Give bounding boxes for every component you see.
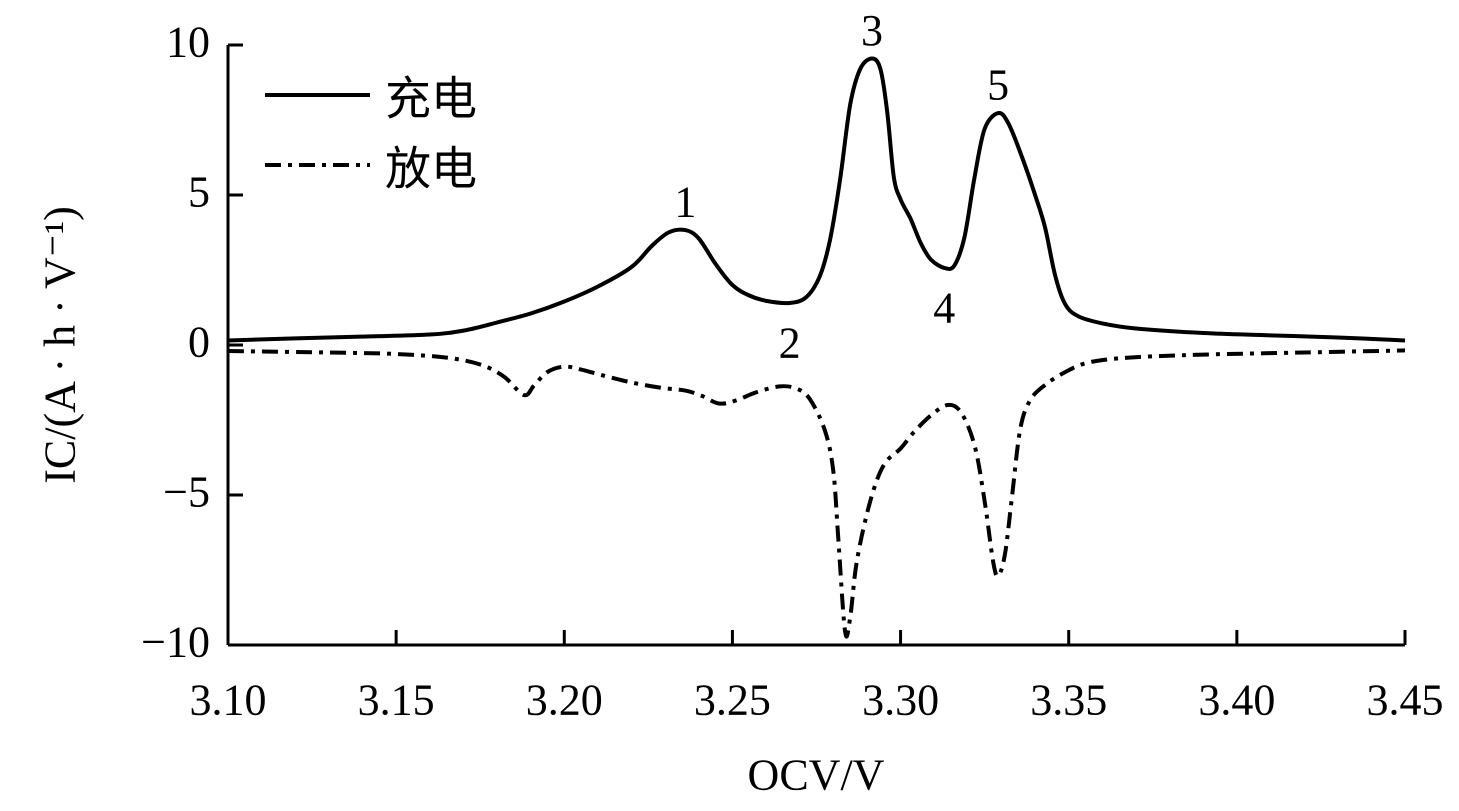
legend-label: 放电 <box>385 144 477 195</box>
legend-item-discharge: 放电 <box>265 144 477 195</box>
x-tick-label: 3.45 <box>1367 676 1444 725</box>
y-tick-label: −5 <box>163 468 210 517</box>
x-tick-label: 3.25 <box>694 676 771 725</box>
peak-labels: 1 2 3 4 5 <box>674 6 1009 368</box>
y-tick-label: 10 <box>166 18 210 67</box>
x-tick-label: 3.15 <box>358 676 435 725</box>
ticks: 3.10 3.15 3.20 3.25 3.30 3.35 3.40 3.45 10 5 0 −5 −1… <box>141 18 1443 725</box>
x-tick-label: 3.10 <box>190 676 267 725</box>
y-tick-label: −10 <box>141 618 210 667</box>
y-tick-label: 0 <box>188 318 210 367</box>
series-lines <box>227 56 1406 639</box>
x-tick-label: 3.20 <box>526 676 603 725</box>
peak-label: 5 <box>987 61 1009 110</box>
axes <box>226 45 1405 647</box>
peak-label: 3 <box>861 6 883 55</box>
peak-label: 4 <box>933 283 955 332</box>
x-tick-label: 3.40 <box>1198 676 1275 725</box>
x-tick-label: 3.30 <box>862 676 939 725</box>
x-tick-label: 3.35 <box>1030 676 1107 725</box>
peak-label: 1 <box>674 178 696 227</box>
charge-curve <box>227 56 1406 343</box>
x-axis-label: OCV/V <box>748 751 885 800</box>
legend-item-charge: 充电 <box>265 74 477 125</box>
peak-label: 2 <box>779 319 801 368</box>
y-tick-label: 5 <box>188 168 210 217</box>
y-axis-label: IC/(A · h · V⁻¹) <box>36 206 85 484</box>
legend-label: 充电 <box>385 74 477 125</box>
discharge-curve <box>227 348 1406 639</box>
